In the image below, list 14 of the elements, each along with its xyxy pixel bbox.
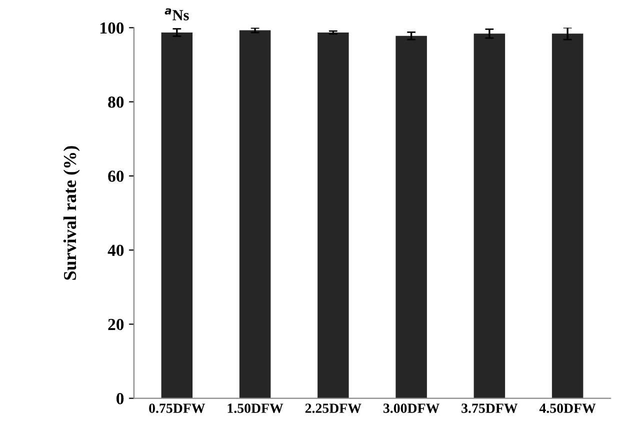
- x-tick-label: 2.25DFW: [305, 404, 362, 414]
- x-tick-label: 0.75DFW: [149, 404, 206, 414]
- y-tick-label: 0: [116, 393, 124, 404]
- x-tick-label: 3.75DFW: [462, 404, 518, 414]
- y-tick-label: 40: [108, 244, 124, 256]
- annotation: $^{a}$Ns: [164, 8, 189, 20]
- y-tick-label: 80: [108, 96, 124, 108]
- x-tick-label: 4.50DFW: [539, 404, 596, 414]
- y-tick-label: 100: [100, 22, 124, 34]
- y-axis-title: Survival rate (%): [63, 146, 80, 280]
- y-tick-label: 60: [108, 170, 124, 182]
- x-tick-label: 3.00DFW: [383, 404, 440, 414]
- y-tick-label: 20: [108, 318, 124, 330]
- x-tick-label: 1.50DFW: [228, 404, 284, 414]
